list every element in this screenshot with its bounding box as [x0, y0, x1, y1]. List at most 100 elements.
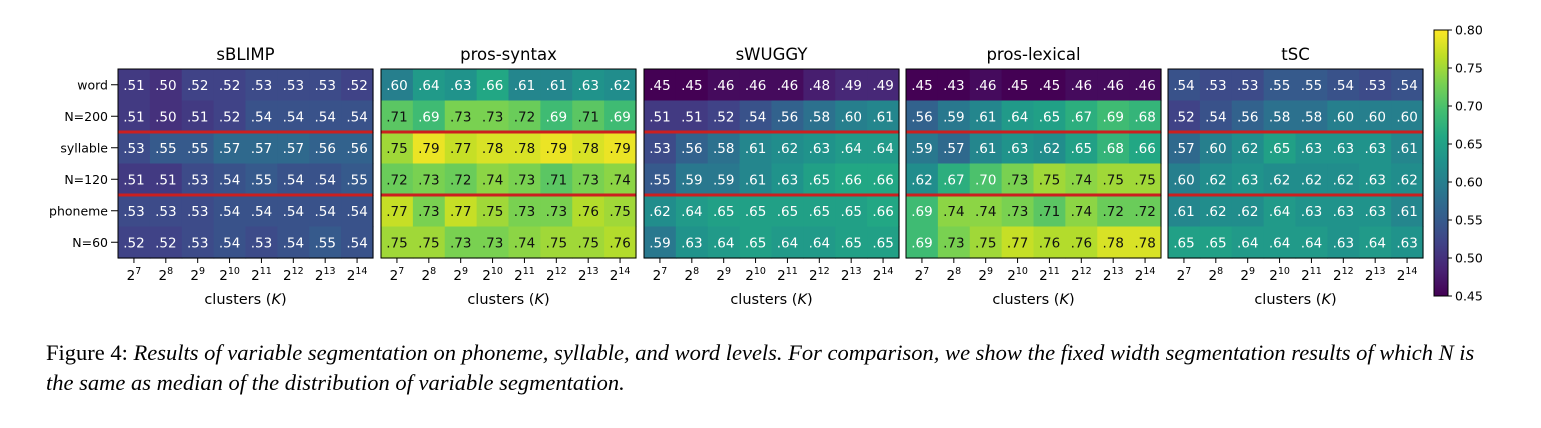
- cell-label: .54: [219, 204, 240, 220]
- cell-label: .64: [1237, 235, 1258, 251]
- heatmap-cell: [149, 195, 183, 228]
- cell-label: .73: [418, 172, 439, 188]
- cell-label: .65: [777, 204, 798, 220]
- cell-label: .53: [314, 78, 335, 94]
- cell-label: .72: [514, 109, 535, 125]
- figure-heatmaps: word N=200 syllable N=120 phoneme N=60 sBLIMP.…: [49, 23, 1483, 309]
- cell-label: .61: [745, 141, 766, 157]
- heatmap-panel: sWUGGY .45 .45 .46 .46 .46 .48 .49 .49 .51 .51 .52.…: [643, 45, 900, 308]
- cell-label: .73: [546, 204, 567, 220]
- x-tick-label: 214: [1397, 266, 1418, 284]
- cell-label: .55: [346, 172, 367, 188]
- heatmap-cell: [644, 226, 677, 259]
- cell-label: .62: [1237, 141, 1258, 157]
- cell-label: .65: [1173, 235, 1194, 251]
- x-tick-label: 29: [716, 266, 731, 284]
- heatmap-cell: [1359, 163, 1392, 196]
- x-tick-label: 213: [1365, 266, 1386, 284]
- heatmap-cell: [1295, 226, 1328, 259]
- heatmap-cell: [213, 132, 247, 165]
- heatmap-cell: [739, 100, 773, 133]
- cell-label: .63: [1301, 204, 1322, 220]
- heatmap-cell: [1327, 69, 1360, 102]
- heatmap-cell: [604, 69, 637, 102]
- heatmap-cell: [540, 132, 573, 165]
- heatmap-cell: [1065, 195, 1098, 228]
- cell-label: .65: [872, 235, 893, 251]
- cell-label: .52: [219, 78, 240, 94]
- cell-label: .54: [219, 172, 240, 188]
- heatmap-cell: [835, 163, 868, 196]
- cell-label: .66: [872, 172, 893, 188]
- heatmap-cell: [1097, 132, 1130, 165]
- cell-label: .75: [975, 235, 996, 251]
- heatmap-cell: [245, 69, 278, 102]
- heatmap-cell: [867, 226, 900, 259]
- heatmap-cell: [969, 195, 1003, 228]
- heatmap-cell: [118, 132, 151, 165]
- heatmap-cell: [1327, 100, 1360, 133]
- heatmap-cell: [1097, 195, 1130, 228]
- cell-label: .73: [943, 235, 964, 251]
- heatmap-cell: [675, 226, 709, 259]
- x-tick-label: 213: [841, 266, 862, 284]
- heatmap-cell: [181, 226, 215, 259]
- heatmap-cell: [381, 163, 414, 196]
- x-tick-label: 211: [514, 266, 535, 284]
- cell-label: .56: [911, 109, 932, 125]
- heatmap-cell: [675, 195, 709, 228]
- x-tick-label: 29: [1240, 266, 1255, 284]
- cell-label: .73: [1007, 172, 1028, 188]
- heatmap-cell: [1327, 195, 1360, 228]
- panel-frame: [117, 68, 374, 259]
- x-tick-label: 214: [610, 266, 631, 284]
- heatmap-cell: [707, 163, 741, 196]
- cell-label: .73: [450, 235, 471, 251]
- x-axis-label: clusters (K): [992, 292, 1074, 308]
- heatmap-cell: [1231, 100, 1265, 133]
- heatmap-cell: [1231, 132, 1265, 165]
- cell-label: .65: [840, 235, 861, 251]
- cell-label: .46: [1134, 78, 1155, 94]
- heatmap-cell: [245, 195, 278, 228]
- heatmap-cell: [245, 132, 278, 165]
- cell-label: .51: [681, 109, 702, 125]
- cell-label: .64: [809, 235, 830, 251]
- cell-label: .78: [482, 141, 503, 157]
- x-tick-label: 212: [546, 266, 567, 284]
- heatmap-cell: [1359, 195, 1392, 228]
- cell-label: .63: [1364, 204, 1385, 220]
- heatmap-cell: [309, 163, 342, 196]
- heatmap-cell: [508, 163, 541, 196]
- panel-title: pros-syntax: [460, 45, 557, 64]
- cell-label: .52: [219, 109, 240, 125]
- x-tick-label: 28: [1208, 266, 1223, 284]
- cell-label: .54: [314, 172, 335, 188]
- cell-label: .54: [283, 109, 304, 125]
- heatmap-cell: [1168, 69, 1201, 102]
- cell-label: .63: [681, 235, 702, 251]
- heatmap-cell: [739, 195, 773, 228]
- cell-label: .63: [1396, 235, 1417, 251]
- cell-label: .64: [418, 78, 439, 94]
- panel-frame: [1167, 68, 1424, 259]
- x-tick-label: 28: [946, 266, 961, 284]
- heatmap-cell: [1295, 69, 1328, 102]
- cell-label: .53: [1364, 78, 1385, 94]
- heatmap-cell: [1001, 100, 1035, 133]
- x-tick-label: 29: [453, 266, 468, 284]
- x-tick-label: 211: [1301, 266, 1322, 284]
- heatmap-cell: [1097, 163, 1130, 196]
- cell-label: .59: [943, 109, 964, 125]
- heatmap-cell: [867, 69, 900, 102]
- cell-label: .65: [1039, 109, 1060, 125]
- cell-label: .65: [745, 204, 766, 220]
- cell-label: .49: [872, 78, 893, 94]
- colorbar-tick-label: 0.55: [1455, 213, 1483, 228]
- heatmap-cell: [1391, 226, 1424, 259]
- heatmap-cell: [572, 226, 605, 259]
- heatmap-cell: [1129, 100, 1162, 133]
- cell-label: .54: [283, 172, 304, 188]
- heatmap-cell: [1359, 132, 1392, 165]
- heatmap-cell: [1231, 69, 1265, 102]
